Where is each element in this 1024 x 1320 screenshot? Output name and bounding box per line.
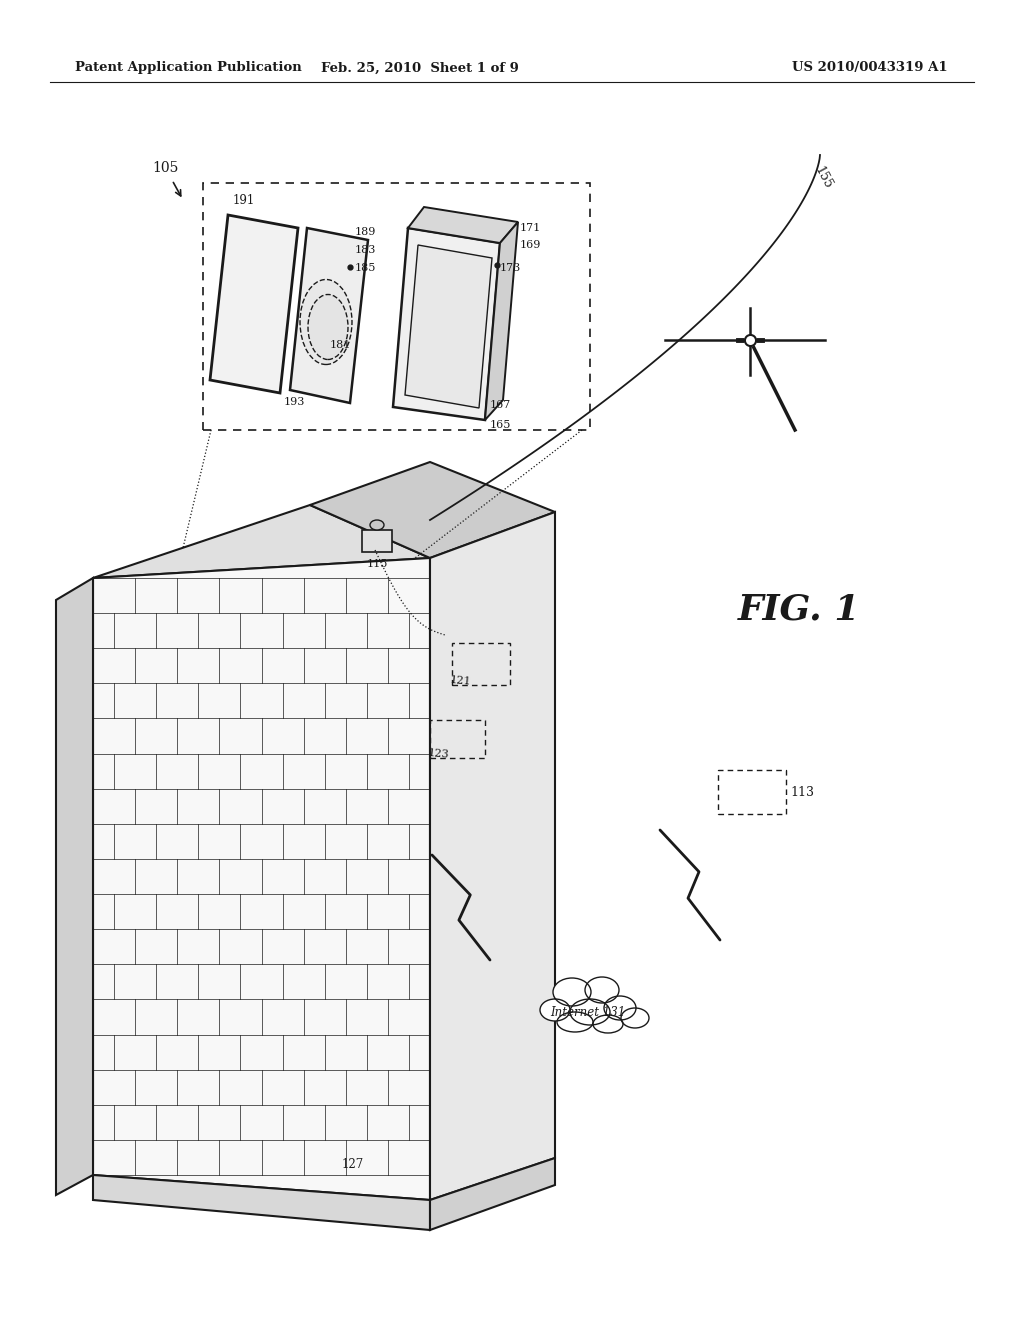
Ellipse shape: [604, 997, 636, 1020]
Bar: [718, 770, 786, 814]
Text: 165: 165: [490, 420, 511, 430]
Polygon shape: [393, 228, 500, 420]
Polygon shape: [408, 207, 518, 243]
Polygon shape: [310, 462, 555, 558]
Text: US 2010/0043319 A1: US 2010/0043319 A1: [793, 62, 948, 74]
Ellipse shape: [585, 977, 618, 1003]
Polygon shape: [93, 558, 430, 1200]
Text: 185: 185: [355, 263, 377, 273]
Text: Feb. 25, 2010  Sheet 1 of 9: Feb. 25, 2010 Sheet 1 of 9: [322, 62, 519, 74]
Text: 189: 189: [355, 227, 377, 238]
Text: 191: 191: [233, 194, 255, 207]
Polygon shape: [56, 578, 93, 1195]
Text: 169: 169: [520, 240, 542, 249]
Bar: [452, 643, 510, 685]
Ellipse shape: [540, 999, 570, 1020]
Text: 155: 155: [812, 165, 835, 191]
Polygon shape: [430, 512, 555, 1200]
Text: FIG. 1: FIG. 1: [738, 593, 860, 627]
Bar: [362, 531, 392, 552]
Polygon shape: [290, 228, 368, 403]
Polygon shape: [93, 1175, 430, 1230]
Text: 105: 105: [152, 161, 178, 176]
Text: 181: 181: [330, 341, 351, 350]
Ellipse shape: [553, 978, 591, 1006]
Text: 183: 183: [355, 246, 377, 255]
Ellipse shape: [621, 1008, 649, 1028]
Ellipse shape: [593, 1015, 623, 1034]
Ellipse shape: [300, 280, 352, 364]
Text: 171: 171: [520, 223, 542, 234]
Text: 127: 127: [342, 1159, 365, 1172]
Polygon shape: [485, 222, 518, 420]
Text: 113: 113: [790, 785, 814, 799]
Ellipse shape: [308, 294, 348, 359]
Ellipse shape: [370, 520, 384, 531]
Bar: [430, 719, 485, 758]
Text: 123: 123: [427, 748, 450, 760]
Text: Patent Application Publication: Patent Application Publication: [75, 62, 302, 74]
Polygon shape: [93, 506, 430, 578]
Text: Internet 131: Internet 131: [550, 1006, 626, 1019]
Ellipse shape: [570, 999, 610, 1026]
Text: 167: 167: [490, 400, 511, 411]
Ellipse shape: [557, 1012, 593, 1032]
Bar: [203, 183, 590, 430]
Polygon shape: [210, 215, 298, 393]
Text: 115: 115: [367, 558, 388, 569]
Text: 173: 173: [500, 263, 521, 273]
Polygon shape: [430, 1158, 555, 1230]
Text: 121: 121: [449, 675, 471, 686]
Text: 193: 193: [284, 397, 305, 407]
Polygon shape: [406, 246, 492, 408]
